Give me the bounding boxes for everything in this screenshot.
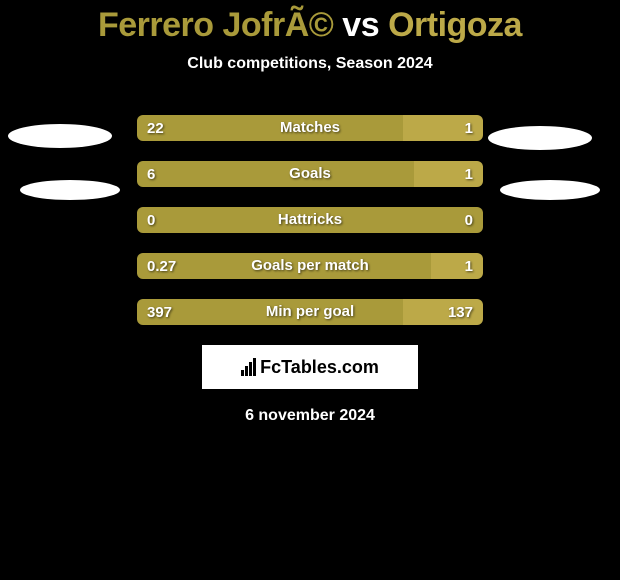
bar-wrap: 00Hattricks xyxy=(137,207,483,233)
bar-left-value: 0.27 xyxy=(137,258,186,275)
bar-left-value: 6 xyxy=(137,166,165,183)
bar-wrap: 61Goals xyxy=(137,161,483,187)
bar-right: 1 xyxy=(414,161,483,187)
bar-left: 22 xyxy=(137,115,403,141)
title-vs: vs xyxy=(342,6,379,44)
bar-right-value: 1 xyxy=(455,166,483,183)
bar-left: 397 xyxy=(137,299,403,325)
title-player2: Ortigoza xyxy=(388,6,522,44)
bar-right: 1 xyxy=(403,115,483,141)
date-label: 6 november 2024 xyxy=(0,407,620,425)
bar-left: 0 xyxy=(137,207,483,233)
bar-left-value: 0 xyxy=(137,212,165,229)
title-player1: Ferrero JofrÃ© xyxy=(98,6,333,44)
decorative-ellipse xyxy=(500,180,600,200)
bar-right-value: 1 xyxy=(455,258,483,275)
bar-wrap: 397137Min per goal xyxy=(137,299,483,325)
decorative-ellipse xyxy=(8,124,112,148)
stat-row: 00Hattricks xyxy=(0,207,620,233)
decorative-ellipse xyxy=(488,126,592,150)
stat-row: 397137Min per goal xyxy=(0,299,620,325)
bar-left: 0.27 xyxy=(137,253,431,279)
bar-right-value: 0 xyxy=(455,212,483,229)
bar-chart-icon xyxy=(241,358,256,376)
bar-right-value: 1 xyxy=(455,120,483,137)
bar-right: 137 xyxy=(403,299,483,325)
decorative-ellipse xyxy=(20,180,120,200)
bar-wrap: 0.271Goals per match xyxy=(137,253,483,279)
bar-right: 1 xyxy=(431,253,483,279)
brand-text: FcTables.com xyxy=(260,357,379,378)
bar-wrap: 221Matches xyxy=(137,115,483,141)
bar-left-value: 22 xyxy=(137,120,174,137)
bar-right-value: 137 xyxy=(438,304,483,321)
page-title: Ferrero JofrÃ© vs Ortigoza xyxy=(0,0,620,45)
bar-left-value: 397 xyxy=(137,304,182,321)
brand-box: FcTables.com xyxy=(202,345,418,389)
bar-left: 6 xyxy=(137,161,414,187)
subtitle: Club competitions, Season 2024 xyxy=(0,55,620,73)
stat-row: 0.271Goals per match xyxy=(0,253,620,279)
